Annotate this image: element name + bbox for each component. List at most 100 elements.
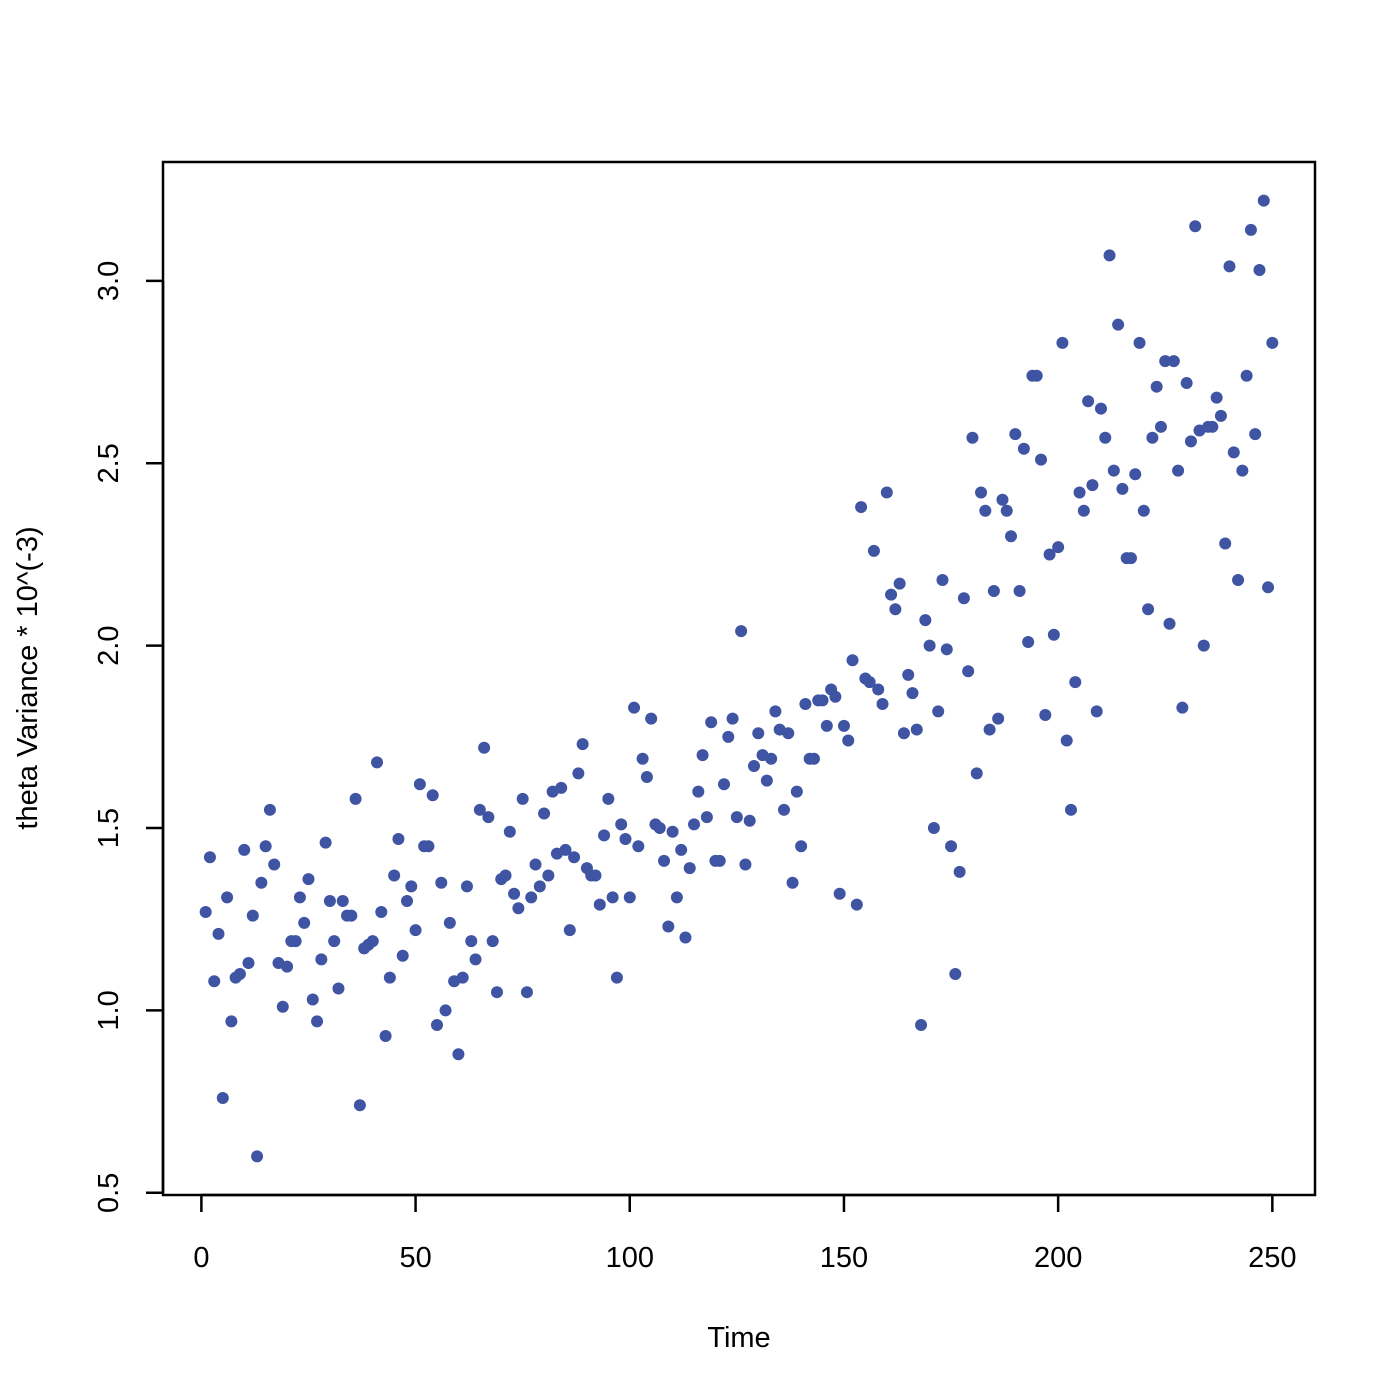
point bbox=[795, 840, 808, 853]
point bbox=[1159, 355, 1172, 368]
point bbox=[1090, 705, 1103, 718]
point bbox=[679, 931, 692, 944]
point bbox=[739, 858, 752, 871]
point bbox=[666, 825, 679, 838]
point bbox=[401, 895, 414, 908]
point bbox=[323, 895, 336, 908]
point bbox=[1133, 336, 1146, 349]
point bbox=[559, 843, 572, 856]
point bbox=[289, 935, 302, 948]
point bbox=[375, 905, 388, 918]
point bbox=[640, 770, 653, 783]
point bbox=[1232, 574, 1245, 587]
point bbox=[992, 712, 1005, 725]
point bbox=[1000, 504, 1013, 517]
point bbox=[1219, 537, 1232, 550]
point bbox=[940, 643, 953, 656]
point bbox=[1077, 504, 1090, 517]
point bbox=[208, 975, 221, 988]
point bbox=[970, 767, 983, 780]
point bbox=[456, 971, 469, 984]
x-tick-label: 50 bbox=[399, 1242, 431, 1274]
point bbox=[593, 898, 606, 911]
point bbox=[520, 986, 533, 999]
point bbox=[893, 577, 906, 590]
point bbox=[786, 876, 799, 889]
point bbox=[529, 858, 542, 871]
point bbox=[426, 789, 439, 802]
point bbox=[1009, 428, 1022, 441]
point bbox=[281, 960, 294, 973]
point bbox=[722, 730, 735, 743]
point bbox=[1189, 220, 1202, 233]
y-axis-label: theta Variance * 10^(-3) bbox=[12, 526, 44, 829]
point bbox=[833, 887, 846, 900]
point bbox=[777, 803, 790, 816]
point bbox=[747, 760, 760, 773]
point bbox=[880, 486, 893, 499]
x-tick-label: 250 bbox=[1248, 1242, 1296, 1274]
point bbox=[1060, 734, 1073, 747]
point bbox=[1035, 453, 1048, 466]
point bbox=[388, 869, 401, 882]
point bbox=[366, 935, 379, 948]
point bbox=[345, 909, 358, 922]
point bbox=[735, 625, 748, 638]
point bbox=[203, 851, 216, 864]
point bbox=[199, 905, 212, 918]
point bbox=[932, 705, 945, 718]
point bbox=[726, 712, 739, 725]
point bbox=[645, 712, 658, 725]
point bbox=[927, 822, 940, 835]
point bbox=[975, 486, 988, 499]
point bbox=[790, 785, 803, 798]
point bbox=[1210, 391, 1223, 404]
point bbox=[1064, 803, 1077, 816]
point bbox=[743, 814, 756, 827]
point bbox=[486, 935, 499, 948]
y-tick-label: 1.0 bbox=[93, 990, 125, 1030]
point bbox=[1227, 446, 1240, 459]
point bbox=[807, 752, 820, 765]
point bbox=[1107, 464, 1120, 477]
point bbox=[525, 891, 538, 904]
point bbox=[555, 781, 568, 794]
point bbox=[606, 891, 619, 904]
point bbox=[568, 851, 581, 864]
point bbox=[1154, 420, 1167, 433]
point bbox=[422, 840, 435, 853]
point bbox=[610, 971, 623, 984]
point bbox=[1039, 708, 1052, 721]
point bbox=[1266, 336, 1279, 349]
y-tick-label: 2.5 bbox=[93, 443, 125, 483]
point bbox=[1103, 249, 1116, 262]
point bbox=[850, 898, 863, 911]
point bbox=[1030, 369, 1043, 382]
point bbox=[1257, 194, 1270, 207]
point bbox=[572, 767, 585, 780]
point bbox=[632, 840, 645, 853]
point bbox=[700, 811, 713, 824]
point bbox=[1167, 355, 1180, 368]
point bbox=[396, 949, 409, 962]
point bbox=[1244, 223, 1257, 236]
point bbox=[1163, 617, 1176, 630]
point bbox=[1069, 676, 1082, 689]
point bbox=[1052, 541, 1065, 554]
point bbox=[371, 756, 384, 769]
point bbox=[615, 818, 628, 831]
point bbox=[503, 825, 516, 838]
point bbox=[516, 792, 529, 805]
point bbox=[268, 858, 281, 871]
point bbox=[996, 493, 1009, 506]
point bbox=[945, 840, 958, 853]
point bbox=[1099, 431, 1112, 444]
point bbox=[987, 584, 1000, 597]
point bbox=[662, 920, 675, 933]
point bbox=[246, 909, 259, 922]
point bbox=[1253, 263, 1266, 276]
point bbox=[443, 916, 456, 929]
point bbox=[683, 862, 696, 875]
x-axis-label: Time bbox=[707, 1322, 770, 1354]
x-tick-label: 200 bbox=[1034, 1242, 1082, 1274]
